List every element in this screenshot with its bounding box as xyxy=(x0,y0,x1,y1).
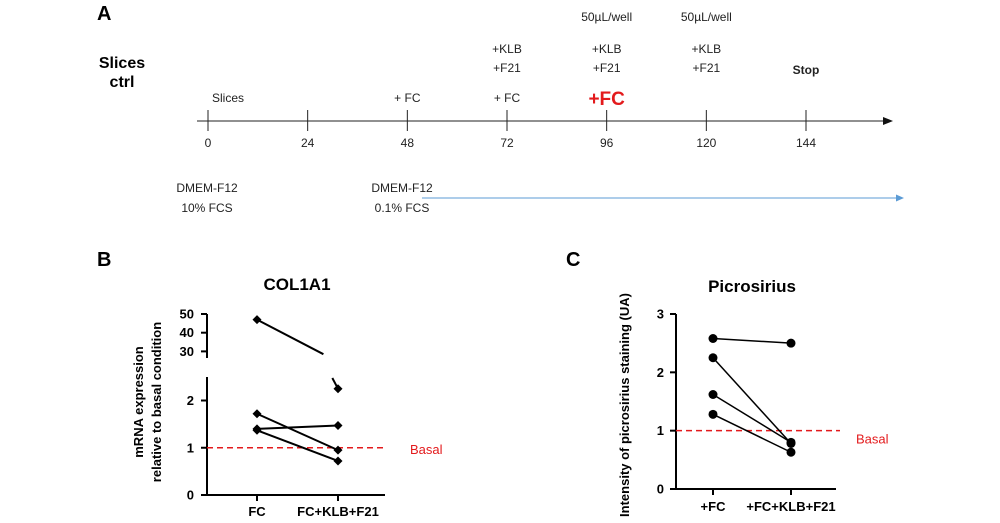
row-label-line2: ctrl xyxy=(110,74,135,91)
chart-b-series-line xyxy=(256,429,339,462)
timeline-tick-label: 96 xyxy=(600,136,614,150)
medium-serum: 0.1% FCS xyxy=(375,201,430,215)
timeline-tick-label: 120 xyxy=(696,136,716,150)
chart-c-point xyxy=(708,353,718,363)
chart-b-point xyxy=(252,425,262,435)
timeline-event-label: Slices xyxy=(212,91,244,105)
chart-b-ytick-label: 50 xyxy=(180,307,194,322)
chart-c-point xyxy=(786,447,796,457)
chart-b-point xyxy=(333,384,343,394)
panel-c-letter: C xyxy=(566,249,580,271)
timeline-event-label: +F21 xyxy=(493,61,521,75)
timeline-tick-label: 48 xyxy=(401,136,415,150)
chart-b-point xyxy=(252,409,262,419)
chart-c-ytick-label: 2 xyxy=(657,365,664,380)
timeline-event-label: 50µL/well xyxy=(681,10,732,24)
medium-name: DMEM-F12 xyxy=(176,181,238,195)
timeline-tick-label: 0 xyxy=(205,136,212,150)
chart-b-ytick-label: 30 xyxy=(180,344,194,359)
chart-c-ytick-label: 3 xyxy=(657,307,664,322)
chart-c-basal: Basal xyxy=(676,429,889,447)
chart-b-yticks: 0 1 2 30 40 50 xyxy=(180,307,207,503)
chart-c-xticks: +FC +FC+KLB+F21 xyxy=(701,489,836,514)
chart-b-point xyxy=(333,456,343,466)
chart-b-category-label: FC+KLB+F21 xyxy=(297,504,379,519)
medium-arrowhead xyxy=(896,194,904,202)
chart-c-series-line xyxy=(712,413,792,453)
chart-b-ytick-label: 1 xyxy=(187,440,194,455)
chart-c-ytick-label: 0 xyxy=(657,482,664,497)
row-label-line1: Slices xyxy=(99,55,145,72)
chart-b-basal: Basal xyxy=(207,442,443,457)
medium-name: DMEM-F12 xyxy=(371,181,433,195)
chart-c-series-line xyxy=(712,337,792,344)
chart-b-point xyxy=(333,445,343,455)
timeline-tick-label: 24 xyxy=(301,136,315,150)
timeline-event-label: +F21 xyxy=(692,61,720,75)
chart-b-ytick-label: 40 xyxy=(180,325,194,340)
chart-c-ytick-label: 1 xyxy=(657,423,664,438)
chart-b-ytick-label: 2 xyxy=(187,393,194,408)
chart-c-point xyxy=(708,334,718,343)
chart-c-series-line xyxy=(712,393,792,443)
chart-b-series-line xyxy=(256,412,339,452)
chart-b-ytick-label: 0 xyxy=(187,488,194,503)
timeline-event-label: Stop xyxy=(793,63,820,77)
highlight-fc-label: +FC xyxy=(588,89,625,110)
chart-b-point xyxy=(333,421,343,431)
timeline-event-label: 50µL/well xyxy=(581,10,632,24)
chart-c-series-line xyxy=(712,357,792,445)
panel-b-letter: B xyxy=(97,249,111,271)
chart-c-category-label: +FC+KLB+F21 xyxy=(746,499,835,514)
panel-a-letter: A xyxy=(97,3,111,25)
chart-b-series-line xyxy=(256,424,339,430)
chart-c-point xyxy=(786,437,796,447)
chart-c-title: Picrosirius xyxy=(708,277,796,296)
chart-b-point xyxy=(252,315,262,325)
timeline-ticks: 0 24 48 72 96 120 144 xyxy=(205,110,816,150)
timeline-event-label: +KLB xyxy=(592,42,622,56)
chart-c-yticks: 0 1 2 3 xyxy=(657,307,676,497)
chart-c-point xyxy=(708,390,718,399)
timeline-event-label: + FC xyxy=(394,91,421,105)
chart-b-ylabel-line1: mRNA expression xyxy=(131,346,146,458)
panel-b: B COL1A1 mRNA expression relative to bas… xyxy=(97,249,443,519)
chart-c-point xyxy=(786,338,796,348)
chart-b-series-line xyxy=(256,318,324,356)
timeline-events: Slices + FC +KLB +F21 + FC 50µL/well +KLB +F21 5… xyxy=(212,10,819,110)
medium-serum: 10% FCS xyxy=(181,201,232,215)
chart-c-ylabel: Intensity of picrosirius staining (UA) xyxy=(617,293,632,517)
panel-a: A Slices ctrl 0 24 48 72 96 120 144 Slices + FC… xyxy=(97,3,904,215)
timeline-event-label: +KLB xyxy=(691,42,721,56)
chart-c-series xyxy=(708,334,796,457)
timeline-tick-label: 144 xyxy=(796,136,816,150)
media-conditions: DMEM-F12 10% FCS DMEM-F12 0.1% FCS xyxy=(176,181,433,215)
chart-b-basal-label: Basal xyxy=(410,442,443,457)
chart-b-title: COL1A1 xyxy=(263,275,330,294)
chart-b-series xyxy=(252,315,343,466)
timeline-arrowhead xyxy=(883,117,893,125)
timeline-event-label: +KLB xyxy=(492,42,522,56)
chart-b-xticks: FC FC+KLB+F21 xyxy=(248,495,379,519)
chart-c-point xyxy=(708,409,718,419)
chart-c-basal-label: Basal xyxy=(856,432,889,447)
chart-b-ylabel-line2: relative to basal condition xyxy=(149,322,164,482)
chart-b-category-label: FC xyxy=(248,504,266,519)
timeline-tick-label: 72 xyxy=(500,136,514,150)
timeline-event-label: + FC xyxy=(494,91,521,105)
chart-c-category-label: +FC xyxy=(701,499,727,514)
panel-c: C Picrosirius Intensity of picrosirius s… xyxy=(566,249,889,517)
timeline-event-label: +F21 xyxy=(593,61,621,75)
